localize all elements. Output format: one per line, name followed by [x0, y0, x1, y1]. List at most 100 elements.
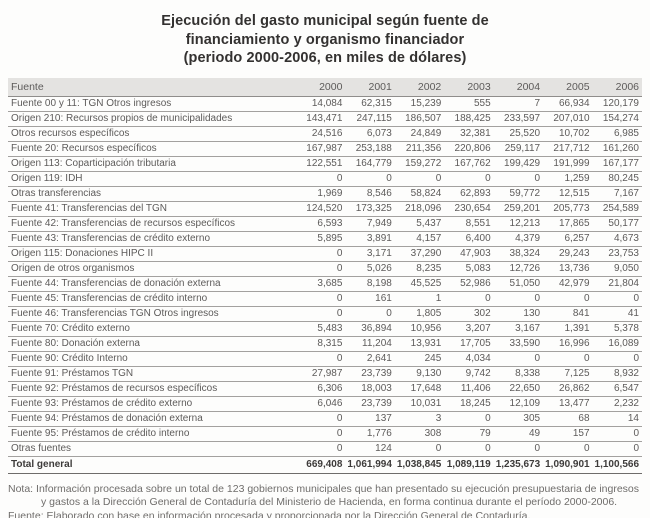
value-cell: 207,010	[543, 111, 593, 127]
note-paragraph: Nota: Información procesada sobre un tot…	[8, 483, 642, 510]
value-cell: 1,259	[543, 171, 593, 187]
value-cell: 45,525	[394, 276, 445, 292]
value-cell: 26,862	[543, 381, 593, 397]
column-header-fuente: Fuente	[8, 77, 296, 97]
value-cell: 217,712	[543, 141, 593, 157]
value-cell: 47,903	[444, 246, 494, 262]
value-cell: 27,987	[296, 366, 346, 382]
row-label: Fuente 80: Donación externa	[8, 336, 296, 352]
total-row-label: Total general	[8, 455, 296, 474]
value-cell: 8,198	[345, 276, 395, 292]
value-cell: 13,931	[394, 336, 445, 352]
value-cell: 0	[493, 351, 544, 367]
value-cell: 199,429	[493, 156, 544, 172]
value-cell: 24,849	[394, 126, 445, 142]
total-value-cell: 1,038,845	[394, 455, 445, 474]
value-cell: 0	[592, 441, 642, 457]
value-cell: 21,804	[592, 276, 642, 292]
value-cell: 1,805	[394, 306, 445, 322]
value-cell: 0	[592, 351, 642, 367]
table-row: Fuente 43: Transferencias de crédito ext…	[8, 231, 642, 247]
value-cell: 3,685	[296, 276, 346, 292]
page-title-line-3: (periodo 2000-2006, en miles de dólares)	[183, 50, 467, 66]
column-header-year: 2004	[493, 77, 544, 97]
value-cell: 58,824	[394, 186, 445, 202]
value-cell: 8,551	[444, 216, 494, 232]
table-row: Origen de otros organismos 0 5,026 8,235 5,0…	[8, 261, 642, 277]
value-cell: 17,648	[394, 381, 445, 397]
value-cell: 0	[444, 291, 494, 307]
column-header-year: 2005	[543, 77, 593, 97]
value-cell: 3,171	[345, 246, 395, 262]
note-label: Nota:	[8, 482, 34, 495]
value-cell: 41	[592, 306, 642, 322]
value-cell: 15,239	[394, 96, 445, 112]
table-row: Otras transferencias 1,969 8,546 58,824 62,8…	[8, 186, 642, 202]
row-label: Fuente 93: Préstamos de crédito externo	[8, 396, 296, 412]
value-cell: 186,507	[394, 111, 445, 127]
value-cell: 0	[493, 291, 544, 307]
total-value-cell: 1,235,673	[493, 455, 544, 474]
value-cell: 0	[444, 171, 494, 187]
page-title-line-2: financiamiento y organismo financiador	[185, 31, 465, 48]
value-cell: 49	[493, 426, 544, 442]
value-cell: 14	[592, 411, 642, 427]
value-cell: 220,806	[444, 141, 494, 157]
value-cell: 0	[296, 351, 346, 367]
value-cell: 161,260	[592, 141, 642, 157]
value-cell: 0	[543, 291, 593, 307]
value-cell: 230,654	[444, 201, 494, 217]
value-cell: 11,406	[444, 381, 494, 397]
value-cell: 233,597	[493, 111, 544, 127]
value-cell: 4,673	[592, 231, 642, 247]
value-cell: 13,477	[543, 396, 593, 412]
row-label: Fuente 94: Préstamos de donación externa	[8, 411, 296, 427]
row-label: Fuente 91: Préstamos TGN	[8, 366, 296, 382]
total-value-cell: 1,089,119	[444, 455, 494, 474]
value-cell: 8,235	[394, 261, 445, 277]
value-cell: 7,949	[345, 216, 395, 232]
value-cell: 2,641	[345, 351, 395, 367]
value-cell: 7,125	[543, 366, 593, 382]
table-row: Origen 119: IDH 0 0 0 0 0 1,259 80,245	[8, 171, 642, 187]
value-cell: 5,895	[296, 231, 346, 247]
table-row: Otros recursos específicos 24,516 6,073 24,…	[8, 126, 642, 142]
value-cell: 59,772	[493, 186, 544, 202]
value-cell: 12,213	[493, 216, 544, 232]
value-cell: 3,167	[493, 321, 544, 337]
value-cell: 36,894	[345, 321, 395, 337]
value-cell: 14,084	[296, 96, 346, 112]
row-label: Fuente 43: Transferencias de crédito ext…	[8, 231, 296, 247]
value-cell: 10,031	[394, 396, 445, 412]
row-label: Origen 119: IDH	[8, 171, 296, 187]
value-cell: 10,702	[543, 126, 593, 142]
value-cell: 1,776	[345, 426, 395, 442]
value-cell: 218,096	[394, 201, 445, 217]
value-cell: 130	[493, 306, 544, 322]
budget-execution-table: Fuente 2000 2001 2002 2003 2004 2005 2006 Fuen…	[8, 77, 642, 474]
value-cell: 0	[394, 441, 445, 457]
row-label: Origen 210: Recursos propios de municipa…	[8, 111, 296, 127]
value-cell: 0	[345, 171, 395, 187]
value-cell: 0	[296, 411, 346, 427]
value-cell: 24,516	[296, 126, 346, 142]
value-cell: 0	[296, 261, 346, 277]
table-row: Otras fuentes 0 124 0 0 0 0 0	[8, 441, 642, 457]
value-cell: 12,109	[493, 396, 544, 412]
row-label: Origen 115: Donaciones HIPC II	[8, 246, 296, 262]
table-row: Fuente 42: Transferencias de recursos es…	[8, 216, 642, 232]
row-label: Fuente 90: Crédito Interno	[8, 351, 296, 367]
row-label: Fuente 95: Préstamos de crédito interno	[8, 426, 296, 442]
value-cell: 164,779	[345, 156, 395, 172]
value-cell: 137	[345, 411, 395, 427]
value-cell: 191,999	[543, 156, 593, 172]
value-cell: 6,400	[444, 231, 494, 247]
value-cell: 7	[493, 96, 544, 112]
value-cell: 0	[493, 171, 544, 187]
row-label: Fuente 44: Transferencias de donación ex…	[8, 276, 296, 292]
value-cell: 18,003	[345, 381, 395, 397]
table-row: Fuente 92: Préstamos de recursos específ…	[8, 381, 642, 397]
table-body: Fuente 00 y 11: TGN Otros ingresos 14,084…	[8, 96, 642, 457]
row-label: Otras transferencias	[8, 186, 296, 202]
column-header-year: 2001	[345, 77, 395, 97]
